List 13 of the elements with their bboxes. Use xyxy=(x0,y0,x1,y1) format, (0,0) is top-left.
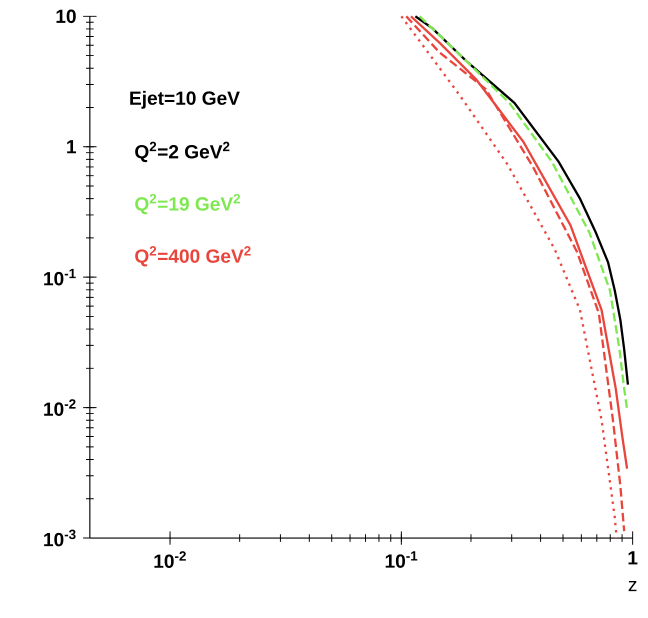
x-tick-label: 10$^{-1}$ xyxy=(386,551,418,568)
annotation: Ejet=10 GeV xyxy=(130,91,240,109)
x-tick-label: 10$^{-2}$ xyxy=(154,551,186,568)
y-tick-label: 10$^{-1}$ xyxy=(44,269,76,286)
text: Q$^{2}$=19 GeV$^{2}$ xyxy=(135,194,240,214)
x-tick-label: 1 xyxy=(628,551,638,565)
y-tick-label: 10$^{-2}$ xyxy=(44,399,76,416)
text: Q$^{2}$=400 GeV$^{2}$ xyxy=(135,246,251,267)
text: Q$^{2}$=2 GeV$^{2}$ xyxy=(135,142,230,162)
y-tick-label: 10 xyxy=(56,10,76,24)
y-tick-label: 1 xyxy=(67,140,76,154)
x-axis-title: z xyxy=(628,581,636,592)
y-tick-label: 10$^{-3}$ xyxy=(44,530,76,547)
